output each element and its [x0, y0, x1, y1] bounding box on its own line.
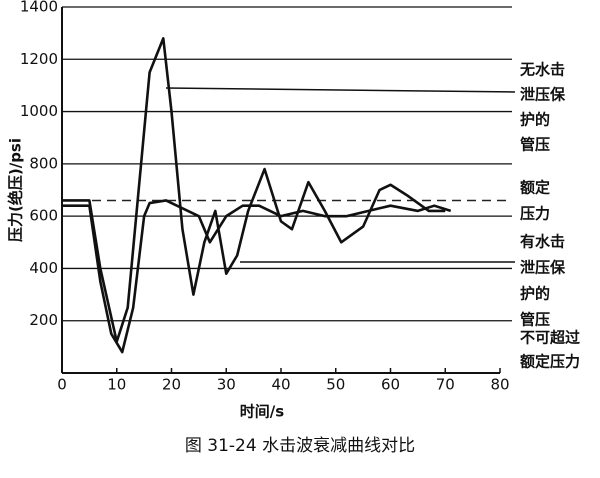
annotation: 额定压力 — [520, 353, 580, 371]
x-tick-label: 30 — [217, 376, 236, 394]
x-tick-label: 20 — [162, 376, 181, 394]
x-tick-label: 70 — [436, 376, 455, 394]
y-tick-label: 600 — [29, 207, 58, 225]
annotation: 不可超过 — [520, 329, 580, 347]
x-tick-label: 50 — [326, 376, 345, 394]
data-line — [62, 37, 446, 343]
annotation: 额定 — [520, 179, 550, 197]
y-tick-label: 1000 — [20, 102, 58, 120]
y-tick-label: 800 — [29, 154, 58, 172]
annotation: 有水击 — [520, 233, 565, 251]
y-tick-label: 1200 — [20, 50, 58, 68]
y-axis-label: 压力(绝压)/psi — [7, 138, 25, 242]
leader-line — [165, 87, 516, 93]
x-tick-label: 80 — [490, 376, 509, 394]
annotation: 无水击 — [519, 61, 565, 79]
annotation: 压力 — [520, 205, 550, 223]
x-tick-label: 60 — [381, 376, 400, 394]
y-tick-label: 400 — [29, 259, 58, 277]
annotation: 管压 — [520, 311, 550, 329]
y-tick-label: 200 — [29, 311, 58, 329]
annotation: 管压 — [520, 136, 550, 154]
x-tick-label: 40 — [271, 376, 290, 394]
x-axis-label: 时间/s — [240, 403, 284, 421]
annotation: 护的 — [520, 285, 550, 303]
annotation: 泄压保 — [520, 259, 566, 277]
x-tick-label: 10 — [107, 376, 126, 394]
caption: 图 31-24 水击波衰减曲线对比 — [185, 436, 415, 456]
data-line — [62, 199, 452, 354]
annotation: 护的 — [520, 111, 550, 129]
annotation: 泄压保 — [520, 86, 566, 104]
y-tick-label: 1400 — [20, 0, 58, 16]
x-tick-label: 0 — [57, 376, 67, 394]
